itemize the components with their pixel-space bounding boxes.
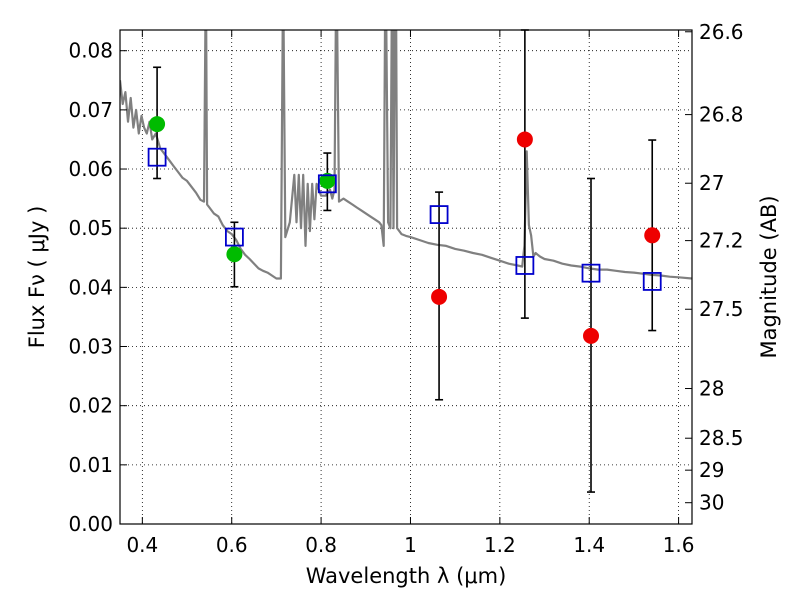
x-tick-label: 1.6 <box>663 533 695 557</box>
x-axis-label: Wavelength λ (μm) <box>306 564 507 588</box>
x-tick-label: 1 <box>404 533 417 557</box>
model-sed-line <box>120 30 692 280</box>
model-band-layer <box>147 147 662 291</box>
observed-point <box>583 327 600 344</box>
y-tick-label: 0.02 <box>68 394 113 418</box>
right-tick-label: 27 <box>699 171 724 195</box>
y-tick-label: 0.01 <box>68 453 113 477</box>
model-band-square <box>642 272 662 291</box>
right-tick-label: 28.5 <box>699 426 744 450</box>
right-tick-label: 28 <box>699 377 724 401</box>
model-band-square <box>147 147 167 167</box>
model-sed-layer <box>120 30 692 280</box>
x-tick-label: 1.4 <box>573 533 605 557</box>
right-tick-label: 26.6 <box>699 20 744 44</box>
x-tick-label: 1.2 <box>484 533 516 557</box>
model-band-square <box>224 227 244 247</box>
right-axis-label: Magnitude (AB) <box>757 195 781 358</box>
model-band-square <box>581 263 601 283</box>
observation-layer <box>149 116 661 344</box>
plot-frame <box>119 29 693 525</box>
y-tick-label: 0.03 <box>68 335 113 359</box>
observed-point <box>226 246 243 263</box>
observed-point <box>644 227 661 244</box>
y-tick-label: 0.04 <box>68 275 113 299</box>
y-tick-label: 0.05 <box>68 216 113 240</box>
y-axis-label: Flux Fν ( μJy ) <box>25 206 49 349</box>
y-tick-label: 0.07 <box>68 98 113 122</box>
right-tick-label: 26.8 <box>699 103 744 127</box>
y-tick-label: 0.06 <box>68 157 113 181</box>
observed-point <box>431 288 448 305</box>
x-tick-label: 0.8 <box>305 533 337 557</box>
plot-background <box>120 30 692 524</box>
right-tick-label: 27.5 <box>699 297 744 321</box>
observed-point <box>319 172 336 189</box>
observed-point <box>516 131 533 148</box>
right-tick-label: 29 <box>699 458 724 482</box>
model-band-square <box>515 256 535 275</box>
ticks: 0.4 0.6 0.8 1 1.2 1.4 1.6 0.00 0.01 0.02 0.03 0.04 0… <box>68 20 743 557</box>
right-tick-label: 30 <box>699 491 724 515</box>
model-band-square <box>317 174 337 194</box>
x-tick-label: 0.4 <box>126 533 158 557</box>
y-tick-label: 0.08 <box>68 39 113 63</box>
x-tick-label: 0.6 <box>216 533 248 557</box>
observed-point <box>149 116 166 133</box>
model-band-square <box>429 205 449 224</box>
right-tick-label: 27.2 <box>699 229 744 253</box>
y-tick-label: 0.00 <box>68 512 113 536</box>
